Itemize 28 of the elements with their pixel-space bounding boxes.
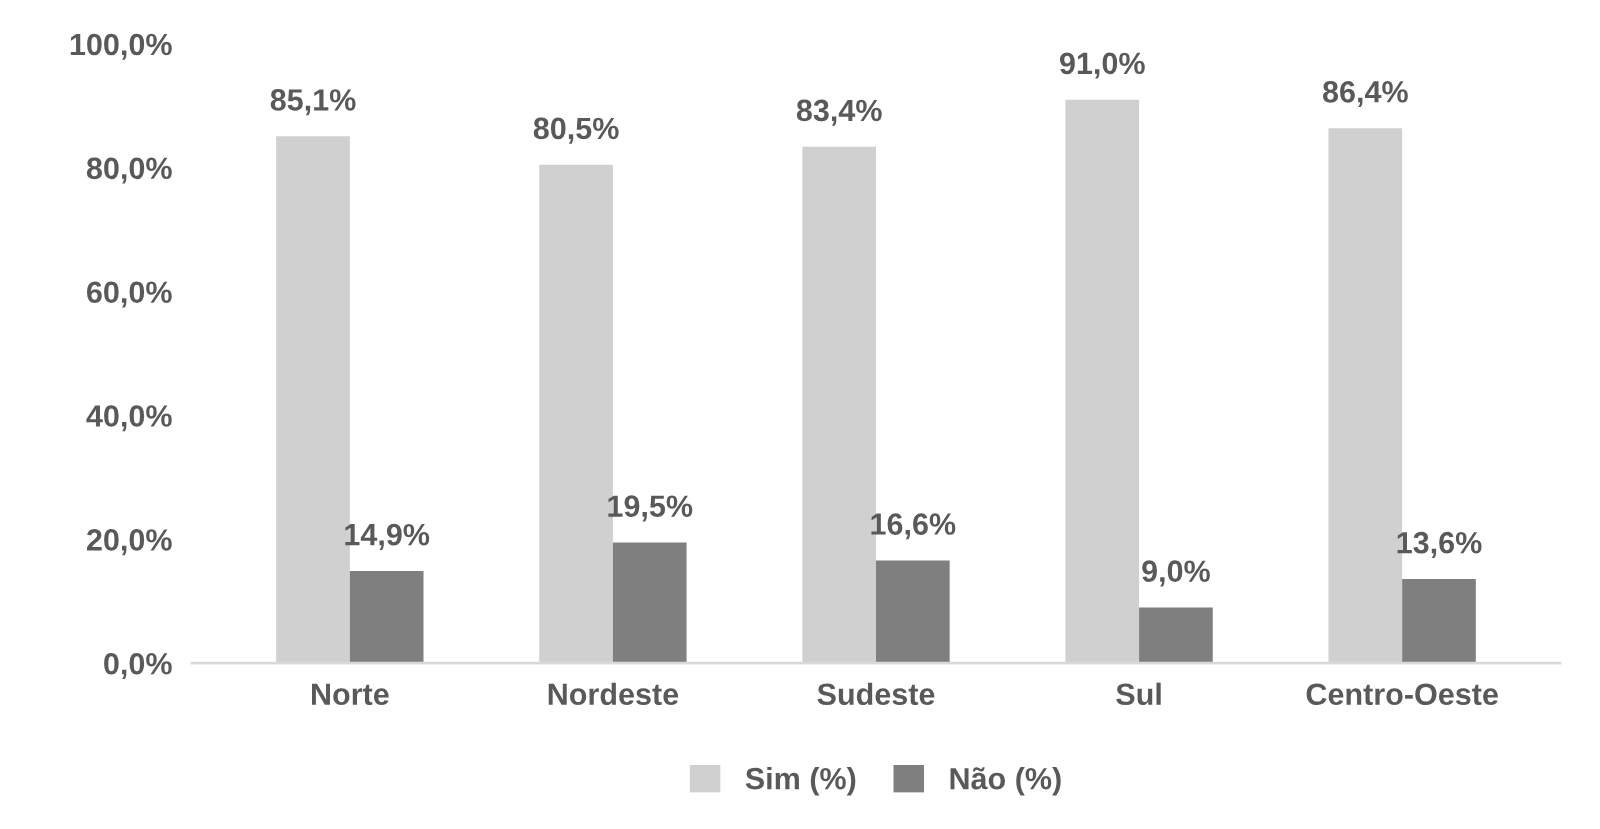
y-tick-label: 0,0% [104,652,172,679]
data-label: 9,0% [1142,560,1210,587]
y-tick-label: 20,0% [86,529,172,556]
x-tick-label: Centro-Oeste [1306,683,1498,706]
data-label: 80,5% [533,117,619,144]
data-label: 83,4% [796,99,882,126]
bar [1139,607,1213,664]
x-tick-label: Nordeste [548,682,679,706]
bar [876,560,950,664]
x-tick-label: Sul [1116,682,1161,706]
data-label: 85,1% [270,89,356,116]
y-tick-label: 40,0% [86,405,172,432]
y-tick-label: 80,0% [86,157,172,184]
y-tick-label: 60,0% [87,281,172,308]
legend-label: Não (%) [950,767,1061,796]
x-tick-label: Sudeste [817,682,935,706]
bar [612,542,687,664]
x-tick-label: Norte [312,683,389,706]
y-tick-label: 100,0% [70,33,172,60]
data-label: 14,9% [345,523,430,550]
bar [349,570,424,664]
legend-label: Sim (%) [745,767,856,796]
data-label: 86,4% [1322,81,1408,108]
bar [1402,578,1476,664]
data-label: 19,5% [608,495,693,522]
data-label: 13,6% [1397,531,1482,558]
data-label: 91,0% [1059,52,1145,79]
data-label: 16,6% [871,513,956,540]
